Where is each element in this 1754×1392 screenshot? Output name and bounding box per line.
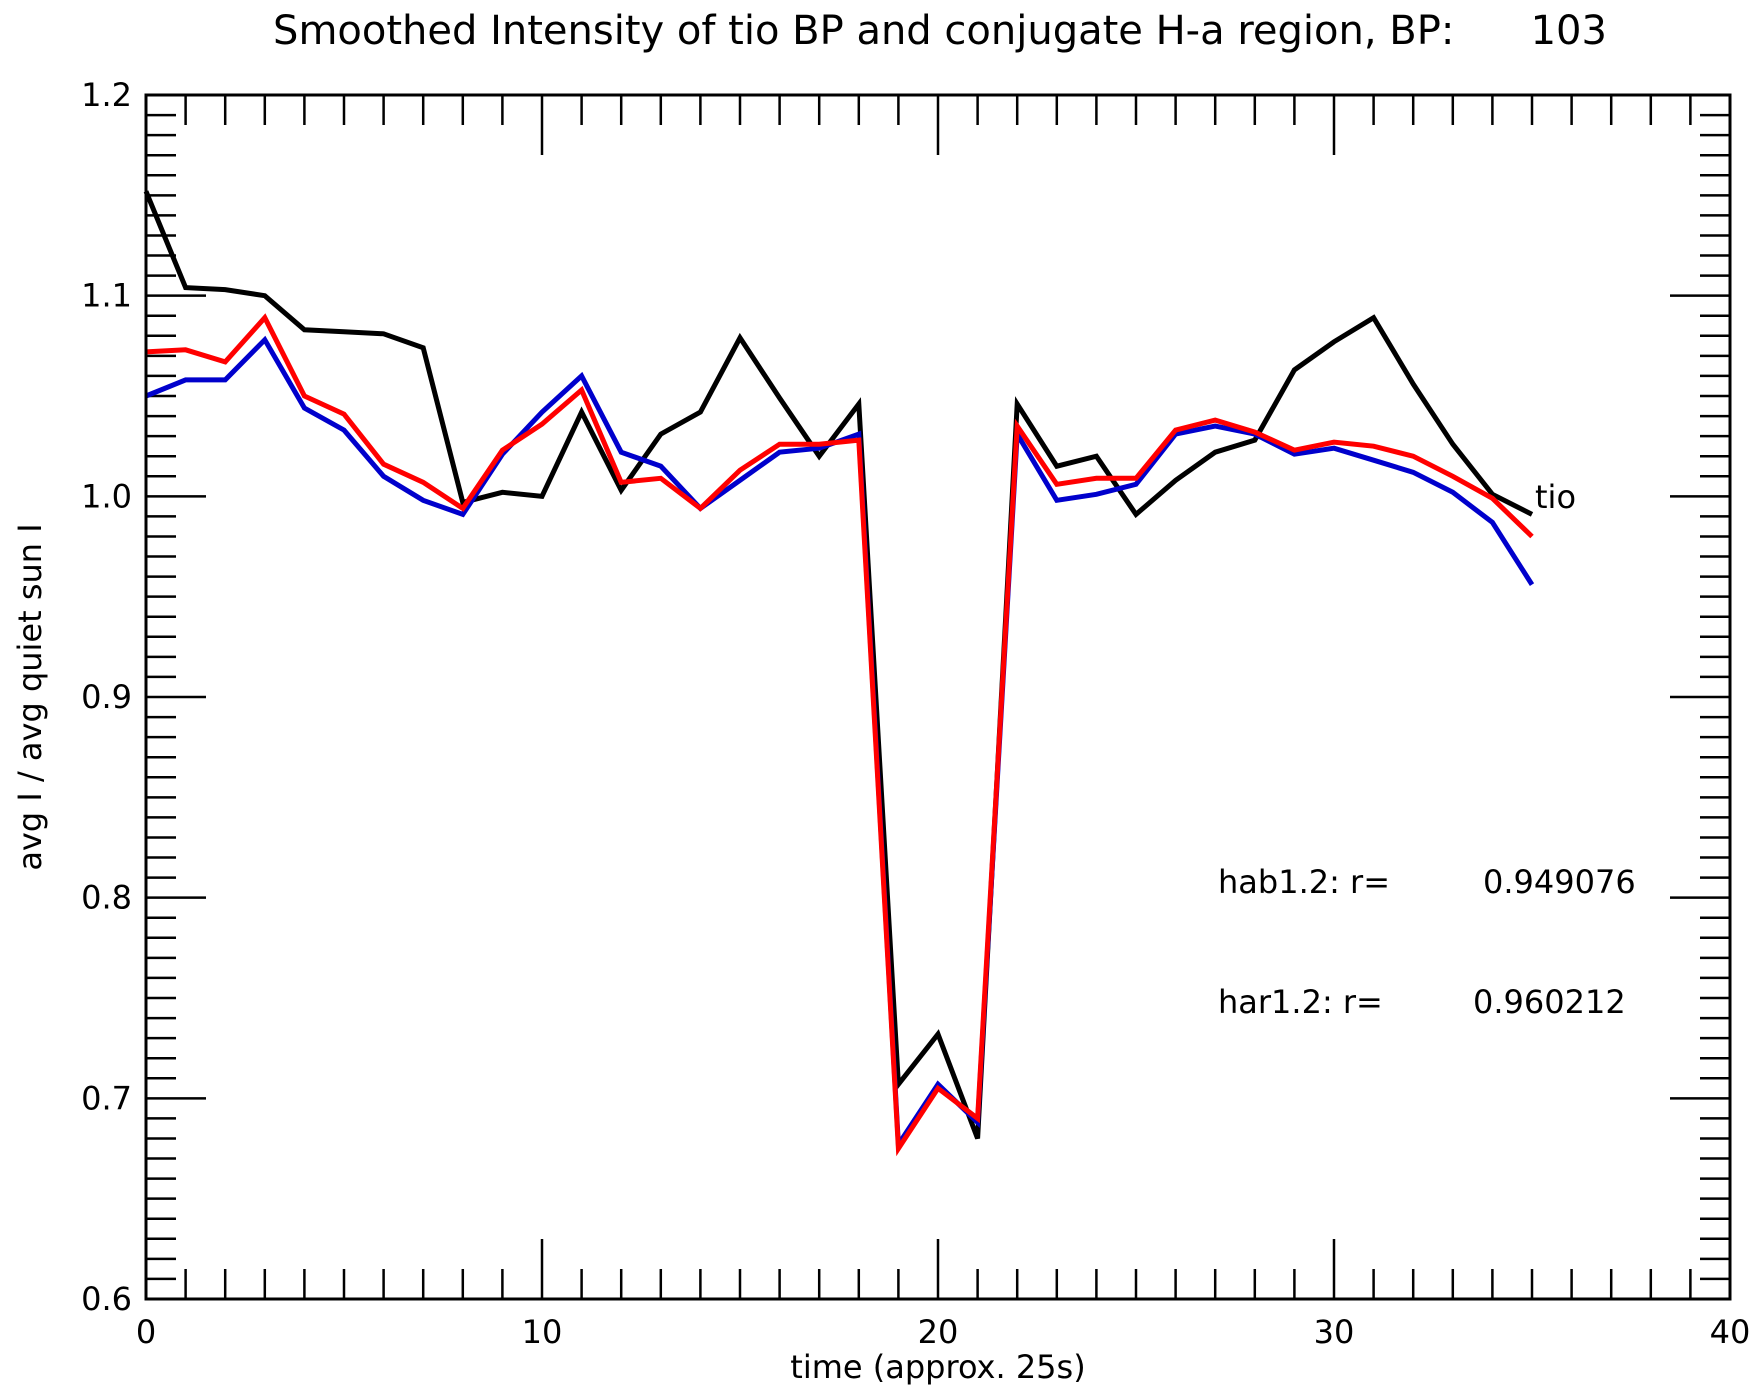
tick-labels: 0 10 20 30 40 0.6 0.7 0.8 0.9 1.0 1.1 1.2 <box>81 76 1750 1351</box>
x-axis-label: time (approx. 25s) <box>790 1348 1085 1386</box>
x-tick-label: 40 <box>1710 1313 1751 1351</box>
x-tick-label: 0 <box>136 1313 156 1351</box>
y-tick-label: 0.8 <box>81 879 132 917</box>
series-lines <box>143 190 1535 1157</box>
axis-ticks <box>144 93 1732 1301</box>
annotation-label-hab: hab1.2: r= <box>1218 863 1390 901</box>
x-tick-label: 30 <box>1314 1313 1355 1351</box>
x-tick-label: 20 <box>918 1313 959 1351</box>
plot-frame <box>144 93 1732 1301</box>
y-tick-label: 1.0 <box>81 477 132 515</box>
chart-title: Smoothed Intensity of tio BP and conjuga… <box>273 8 1607 54</box>
annotation-value-har: 0.960212 <box>1473 983 1626 1021</box>
y-tick-label: 0.7 <box>81 1079 132 1117</box>
y-tick-label: 1.1 <box>81 277 132 315</box>
series-end-label: tio <box>1535 478 1576 516</box>
series-line-2 <box>145 313 1534 1157</box>
series-line-1 <box>145 335 1535 1153</box>
series-line-0 <box>143 190 1534 1140</box>
annotation-value-hab: 0.949076 <box>1483 863 1636 901</box>
x-tick-label: 10 <box>522 1313 563 1351</box>
y-tick-label: 0.9 <box>81 678 132 716</box>
y-tick-label: 1.2 <box>81 76 132 114</box>
annotation-label-har: har1.2: r= <box>1218 983 1383 1021</box>
y-tick-label: 0.6 <box>81 1280 132 1318</box>
y-axis-label: avg I / avg quiet sun I <box>11 523 49 870</box>
